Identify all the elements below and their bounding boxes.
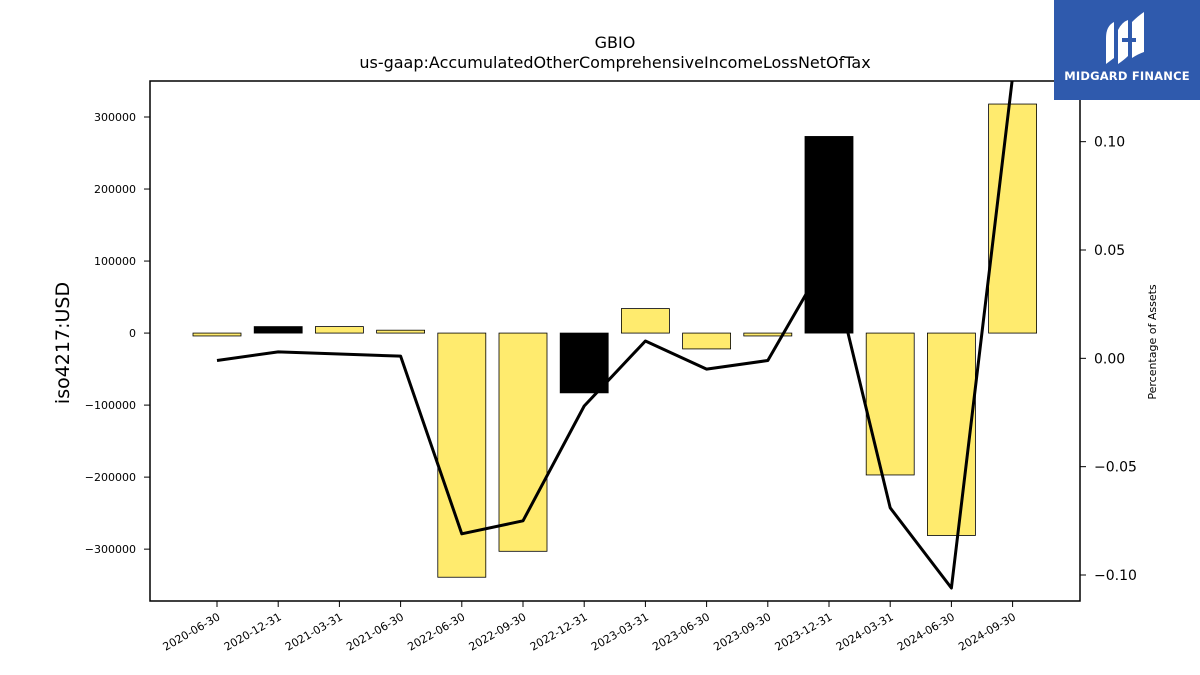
bar bbox=[621, 308, 670, 334]
bars-layer bbox=[192, 103, 1037, 578]
line-layer bbox=[216, 81, 1014, 590]
chart-subtitle: us-gaap:AccumulatedOtherComprehensiveInc… bbox=[359, 53, 870, 72]
x-tick-label: 2020-06-30 bbox=[161, 610, 223, 653]
bar bbox=[314, 326, 364, 334]
bar bbox=[376, 329, 426, 334]
brand-logo: MIDGARD FINANCE bbox=[1054, 0, 1200, 100]
y2-tick-label: −0.10 bbox=[1094, 568, 1137, 584]
y-tick-label: 100000 bbox=[94, 255, 136, 268]
x-tick-label: 2023-03-31 bbox=[589, 610, 651, 653]
bar bbox=[743, 332, 793, 337]
x-tick-label: 2024-09-30 bbox=[956, 610, 1018, 653]
bar bbox=[253, 326, 303, 334]
y-tick-label: 200000 bbox=[94, 183, 136, 196]
x-tick-label: 2022-12-31 bbox=[528, 610, 590, 653]
brand-mark-icon bbox=[1106, 12, 1144, 64]
x-tick-label: 2020-12-31 bbox=[222, 610, 284, 653]
bar bbox=[865, 332, 915, 476]
bar bbox=[498, 332, 548, 552]
brand-name: MIDGARD FINANCE bbox=[1064, 69, 1190, 83]
y-tick-label: −100000 bbox=[85, 399, 136, 412]
plot-frame bbox=[149, 80, 1081, 602]
bar bbox=[804, 136, 854, 334]
y-tick-label: 300000 bbox=[94, 111, 136, 124]
x-tick-label: 2023-12-31 bbox=[773, 610, 835, 653]
y2-tick-label: 0.00 bbox=[1094, 351, 1125, 367]
bar bbox=[682, 332, 731, 350]
y-axis-label: iso4217:USD bbox=[52, 282, 74, 404]
x-tick-label: 2021-06-30 bbox=[344, 610, 406, 653]
y2-axis-label: Percentage of Assets bbox=[1146, 284, 1159, 400]
x-tick-label: 2024-03-31 bbox=[834, 610, 896, 653]
x-tick-label: 2024-06-30 bbox=[895, 610, 957, 653]
chart-title: GBIO bbox=[595, 33, 636, 52]
bar bbox=[927, 332, 976, 536]
y2-tick-label: 0.10 bbox=[1094, 135, 1125, 151]
y2-tick-label: −0.05 bbox=[1094, 460, 1137, 476]
y-tick-label: −300000 bbox=[85, 543, 136, 556]
bar bbox=[559, 332, 609, 394]
y-tick-label: 0 bbox=[129, 327, 136, 340]
x-tick-label: 2022-09-30 bbox=[467, 610, 529, 653]
bar bbox=[192, 332, 242, 337]
y-tick-label: −200000 bbox=[85, 471, 136, 484]
x-tick-label: 2023-06-30 bbox=[650, 610, 712, 653]
x-tick-label: 2023-09-30 bbox=[711, 610, 773, 653]
bar bbox=[437, 332, 487, 578]
series-line bbox=[216, 81, 1014, 590]
y2-tick-label: 0.05 bbox=[1094, 243, 1125, 259]
x-tick-label: 2022-06-30 bbox=[405, 610, 467, 653]
x-tick-label: 2021-03-31 bbox=[283, 610, 345, 653]
